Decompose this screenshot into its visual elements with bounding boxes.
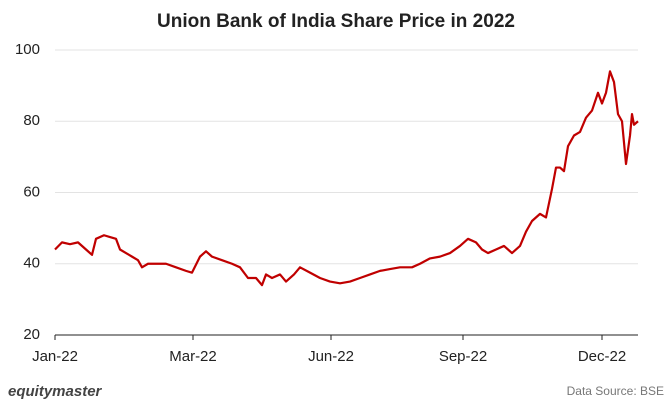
x-tick-label: Jun-22: [308, 348, 354, 365]
line: [54, 70, 639, 287]
y-tick-label: 80: [23, 112, 40, 129]
x-tick-label: Sep-22: [439, 348, 487, 365]
y-tick-label: 20: [23, 326, 40, 343]
brand: equitymaster: [8, 383, 103, 400]
y-tick-label: 100: [15, 41, 40, 58]
chart-title: Union Bank of India Share Price in 2022: [157, 11, 515, 32]
x-tick-label: Dec-22: [578, 348, 626, 365]
source: Data Source: BSE: [567, 384, 664, 398]
x-tick-label: Mar-22: [169, 348, 217, 365]
y-tick-label: 40: [23, 255, 40, 272]
y-tick-label: 60: [23, 183, 40, 200]
x-tick-label: Jan-22: [32, 348, 78, 365]
